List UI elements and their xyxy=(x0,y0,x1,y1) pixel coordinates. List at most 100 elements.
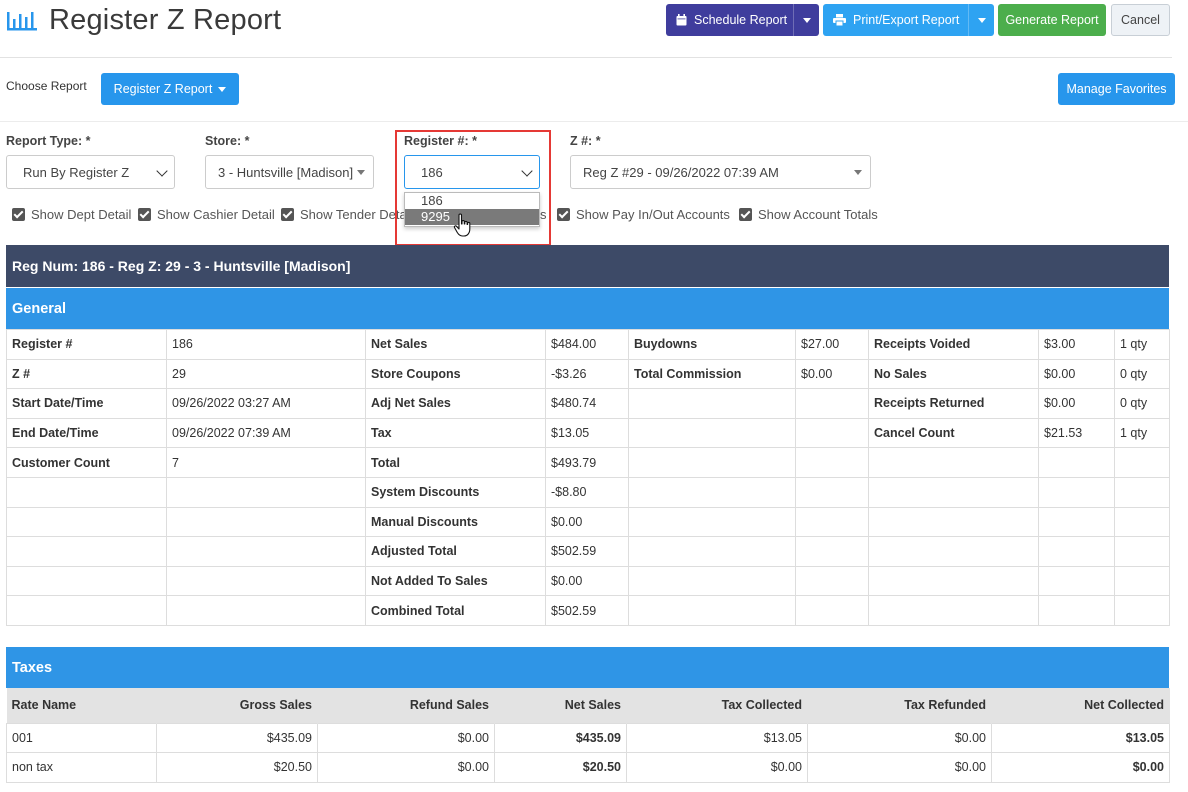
table-cell xyxy=(628,536,796,567)
table-cell: Total Commission xyxy=(628,358,796,390)
caret-down-icon xyxy=(802,17,811,23)
choose-report-button[interactable]: Register Z Report xyxy=(101,73,239,105)
calendar-icon xyxy=(676,14,687,26)
table-cell xyxy=(628,388,796,419)
checkbox-pay-in-out[interactable]: Show Pay In/Out Accounts xyxy=(557,207,730,222)
table-cell xyxy=(6,476,167,508)
general-section-header: General xyxy=(6,288,1169,329)
report-type-select[interactable]: Run By Register Z xyxy=(6,155,175,189)
schedule-report-label: Schedule Report xyxy=(694,13,788,27)
table-cell xyxy=(166,476,366,508)
z-number-select[interactable]: Reg Z #29 - 09/26/2022 07:39 AM xyxy=(570,155,871,189)
table-cell xyxy=(868,595,1039,626)
table-cell: Z # xyxy=(6,358,167,390)
table-cell: End Date/Time xyxy=(6,417,167,449)
checkbox-label-tail: s xyxy=(540,207,547,222)
table-cell xyxy=(1114,536,1170,567)
z-number-label: Z #: * xyxy=(570,134,601,148)
table-cell xyxy=(1114,476,1170,508)
register-select[interactable]: 186 xyxy=(404,155,540,189)
table-cell: $0.00 xyxy=(545,565,629,597)
table-cell: $493.79 xyxy=(545,447,629,478)
checkbox-label: Show Dept Detail xyxy=(31,207,132,222)
bar-chart-icon xyxy=(7,12,37,31)
table-cell: $20.50 xyxy=(156,752,318,783)
table-cell xyxy=(1038,506,1115,538)
table-cell xyxy=(868,476,1039,508)
register-label: Register #: * xyxy=(404,134,477,148)
store-select[interactable]: 3 - Huntsville [Madison] xyxy=(205,155,374,189)
table-row: Register #186 Net Sales $484.00 Buydowns $27… xyxy=(6,329,1170,360)
table-cell xyxy=(6,536,167,567)
table-row: End Date/Time 09/26/2022 07:39 AM Tax $13.0… xyxy=(6,417,1170,449)
caret-down-icon xyxy=(854,170,862,175)
cancel-button[interactable]: Cancel xyxy=(1111,4,1170,36)
checkbox-label: s xyxy=(540,207,547,222)
table-cell: $0.00 xyxy=(807,752,992,783)
table-cell xyxy=(868,536,1039,567)
table-cell xyxy=(1114,447,1170,478)
table-cell: 186 xyxy=(166,329,366,360)
column-header: Gross Sales xyxy=(156,688,318,723)
z-number-value: Reg Z #29 - 09/26/2022 07:39 AM xyxy=(583,164,779,180)
register-option[interactable]: 186 xyxy=(421,193,443,208)
checkbox-checked-icon xyxy=(739,208,752,221)
table-cell: non tax xyxy=(6,752,157,783)
table-row: Not Added To Sales $0.00 xyxy=(6,565,1170,597)
caret-down-icon xyxy=(977,17,986,23)
schedule-dropdown-toggle[interactable] xyxy=(793,4,819,36)
table-cell: Total xyxy=(365,447,546,478)
table-row: Customer Count 7 Total $493.79 xyxy=(6,447,1170,478)
table-cell: Receipts Returned xyxy=(868,388,1039,419)
table-cell xyxy=(795,476,869,508)
column-header: Tax Refunded xyxy=(807,688,992,723)
table-cell: $21.53 xyxy=(1038,417,1115,449)
table-row: Start Date/Time 09/26/2022 03:27 AM Adj Ne… xyxy=(6,388,1170,419)
table-cell xyxy=(1114,565,1170,597)
register-option-highlighted[interactable]: 9295 xyxy=(405,209,539,225)
table-cell: $0.00 xyxy=(317,752,495,783)
report-type-label: Report Type: * xyxy=(6,134,91,148)
table-cell: 001 xyxy=(6,722,157,753)
divider xyxy=(0,57,1172,58)
manage-favorites-button[interactable]: Manage Favorites xyxy=(1058,73,1175,105)
table-cell xyxy=(795,565,869,597)
table-cell xyxy=(6,506,167,538)
table-cell: No Sales xyxy=(868,358,1039,390)
table-cell: Customer Count xyxy=(6,447,167,478)
table-cell: $27.00 xyxy=(795,329,869,360)
table-cell: Combined Total xyxy=(365,595,546,626)
table-cell: Adj Net Sales xyxy=(365,388,546,419)
checkbox-dept-detail[interactable]: Show Dept Detail xyxy=(12,207,131,222)
checkbox-cashier-detail[interactable]: Show Cashier Detail xyxy=(138,207,275,222)
table-row: Z #29 Store Coupons -$3.26 Total Commission… xyxy=(6,358,1170,390)
page-title: Register Z Report xyxy=(49,4,282,36)
schedule-report-button[interactable]: Schedule Report xyxy=(666,4,819,36)
table-cell xyxy=(795,447,869,478)
table-cell: $502.59 xyxy=(545,536,629,567)
print-dropdown-toggle[interactable] xyxy=(968,4,994,36)
table-cell: 29 xyxy=(166,358,366,390)
table-cell: $0.00 xyxy=(1038,358,1115,390)
chevron-down-icon xyxy=(156,165,168,177)
print-export-button[interactable]: Print/Export Report xyxy=(823,4,994,36)
column-header: Net Sales xyxy=(494,688,627,723)
table-cell xyxy=(628,565,796,597)
generate-report-button[interactable]: Generate Report xyxy=(998,4,1106,36)
table-row: 001 $435.09 $0.00 $435.09 $13.05 $0.00 $13.05 xyxy=(6,722,1170,753)
table-cell xyxy=(1038,536,1115,567)
checkbox-tender-detail[interactable]: Show Tender Deta xyxy=(281,207,407,222)
table-cell: Manual Discounts xyxy=(365,506,546,538)
store-value: 3 - Huntsville [Madison] xyxy=(218,164,354,180)
table-cell xyxy=(795,506,869,538)
table-row: Combined Total $502.59 xyxy=(6,595,1170,626)
table-row: non tax $20.50 $0.00 $20.50 $0.00 $0.00 $0.00 xyxy=(6,752,1170,783)
checkbox-checked-icon xyxy=(12,208,25,221)
checkbox-account-totals[interactable]: Show Account Totals xyxy=(739,207,878,222)
checkbox-checked-icon xyxy=(557,208,570,221)
choose-report-label: Choose Report xyxy=(6,79,87,93)
table-cell xyxy=(1114,595,1170,626)
general-table: Register #186 Net Sales $484.00 Buydowns $27… xyxy=(6,329,1170,626)
store-label: Store: * xyxy=(205,134,250,148)
table-cell: $484.00 xyxy=(545,329,629,360)
